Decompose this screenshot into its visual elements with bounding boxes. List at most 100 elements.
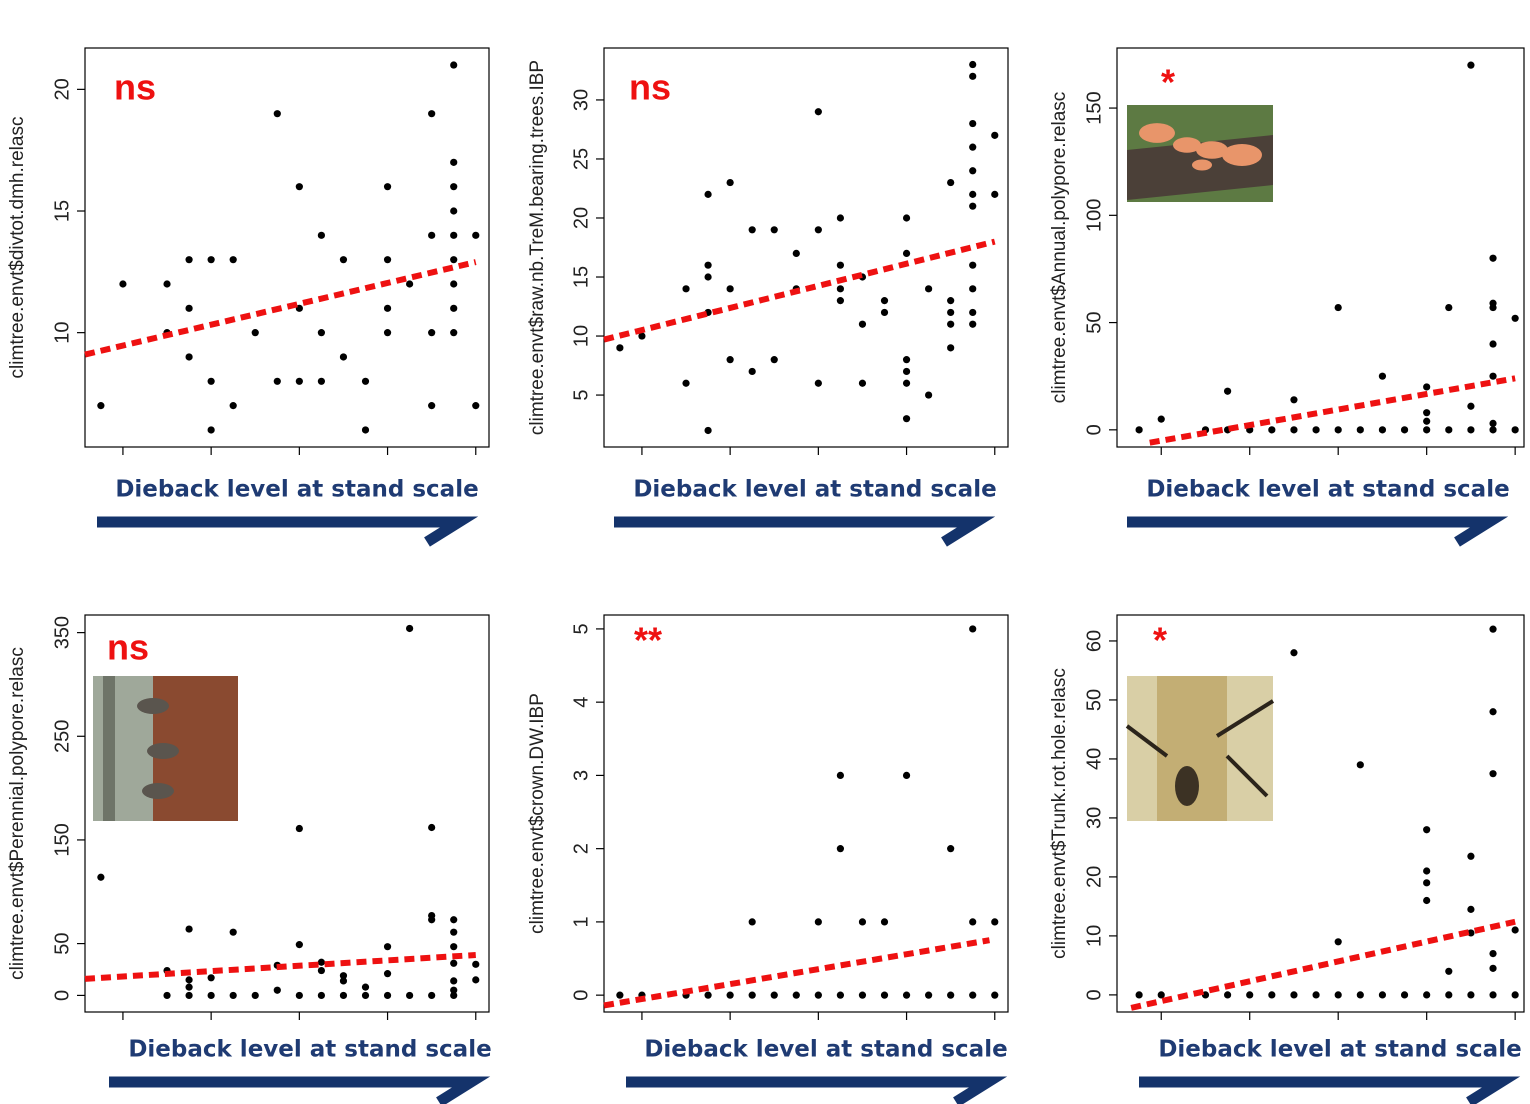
point — [969, 918, 976, 925]
point — [815, 108, 822, 115]
point — [450, 305, 457, 312]
y-tick-label: 0 — [1083, 424, 1105, 435]
point — [815, 918, 822, 925]
point — [704, 262, 711, 269]
photo — [1127, 676, 1273, 821]
point — [947, 992, 954, 999]
y-tick-label: 4 — [570, 697, 592, 708]
point — [837, 772, 844, 779]
point — [472, 402, 479, 409]
point — [340, 256, 347, 263]
point — [1423, 826, 1430, 833]
point — [274, 987, 281, 994]
y-tick-label: 50 — [1083, 311, 1105, 333]
point — [163, 280, 170, 287]
significance-label: * — [1161, 62, 1175, 103]
point — [428, 824, 435, 831]
point — [252, 992, 259, 999]
point — [252, 329, 259, 336]
point — [771, 356, 778, 363]
point — [881, 297, 888, 304]
point — [837, 214, 844, 221]
point — [682, 285, 689, 292]
y-tick-label: 30 — [570, 89, 592, 111]
point — [185, 992, 192, 999]
point — [1312, 426, 1319, 433]
point — [947, 344, 954, 351]
point — [1268, 426, 1275, 433]
direction-arrow — [1127, 522, 1489, 542]
y-tick-label: 50 — [1083, 689, 1105, 711]
point — [881, 309, 888, 316]
x-axis-label: Dieback level at stand scale — [1158, 1037, 1521, 1063]
plot-frame — [85, 48, 489, 447]
point — [1489, 626, 1496, 633]
point — [1489, 950, 1496, 957]
point — [903, 214, 910, 221]
photo-hole — [1175, 766, 1199, 806]
direction-arrow — [614, 522, 976, 542]
y-tick-label: 150 — [51, 823, 73, 856]
point — [230, 256, 237, 263]
point — [1467, 853, 1474, 860]
trend-line — [604, 242, 995, 340]
point — [1467, 426, 1474, 433]
point — [296, 825, 303, 832]
point — [384, 256, 391, 263]
y-tick-label: 1 — [570, 916, 592, 927]
point — [362, 992, 369, 999]
point — [185, 976, 192, 983]
point — [969, 203, 976, 210]
point — [450, 183, 457, 190]
point — [969, 992, 976, 999]
y-tick-label: 15 — [51, 200, 73, 222]
point — [406, 625, 413, 632]
point — [1290, 991, 1297, 998]
y-tick-label: 50 — [51, 932, 73, 954]
point — [318, 378, 325, 385]
point — [749, 992, 756, 999]
y-tick-label: 25 — [570, 148, 592, 170]
y-tick-label: 0 — [1083, 989, 1105, 1000]
point — [163, 992, 170, 999]
x-axis-label: Dieback level at stand scale — [633, 477, 996, 503]
point — [1512, 991, 1519, 998]
direction-arrow — [626, 1082, 988, 1102]
point — [969, 61, 976, 68]
point — [903, 368, 910, 375]
point — [969, 309, 976, 316]
point — [428, 992, 435, 999]
point — [1379, 991, 1386, 998]
point — [947, 179, 954, 186]
point — [1401, 991, 1408, 998]
point — [903, 250, 910, 257]
point — [428, 329, 435, 336]
point — [119, 280, 126, 287]
point — [771, 992, 778, 999]
point — [1423, 879, 1430, 886]
point — [1489, 304, 1496, 311]
point — [1290, 396, 1297, 403]
point — [947, 309, 954, 316]
point — [296, 992, 303, 999]
point — [859, 380, 866, 387]
point — [1489, 965, 1496, 972]
panel: 0102030405060climtree.envt$Trunk.rot.hol… — [1049, 615, 1524, 1102]
panel: 101520climtree.envt$divtot.dmh.relascDie… — [7, 48, 489, 542]
point — [230, 402, 237, 409]
point — [969, 144, 976, 151]
point — [1512, 926, 1519, 933]
point — [450, 232, 457, 239]
y-tick-label: 0 — [51, 990, 73, 1001]
point — [859, 918, 866, 925]
point — [185, 984, 192, 991]
point — [1423, 418, 1430, 425]
y-tick-label: 250 — [51, 720, 73, 753]
point — [969, 73, 976, 80]
y-axis-label: climtree.envt$divtot.dmh.relasc — [7, 117, 28, 379]
point — [1158, 991, 1165, 998]
point — [1423, 426, 1430, 433]
point — [727, 179, 734, 186]
point — [815, 226, 822, 233]
point — [749, 368, 756, 375]
